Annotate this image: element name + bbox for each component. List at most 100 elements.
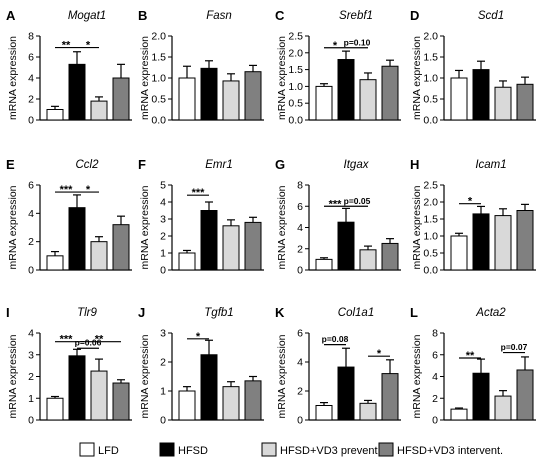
y-axis-label: mRNA expression [7,36,19,120]
bar [516,369,534,421]
bar [68,355,86,421]
bar [68,207,86,271]
panel-label: L [410,305,418,320]
significance-label: p=0.07 [501,342,528,352]
y-tick-label: 0.5 [423,94,438,106]
significance-label: * [333,40,338,52]
bar [46,255,64,271]
bar [472,213,490,271]
y-tick-label: 0 [297,265,303,277]
panel-g: G Itgax mRNA expression 0 2 4 6 8 *** p=0.05 [275,157,401,277]
panel-k: K Col1a1 mRNA expression 0 2 4 6 p=0.08 * [275,305,401,427]
significance-label: * [468,196,473,208]
panel-label: B [138,8,147,23]
bar [381,373,399,421]
panel-label: E [6,157,15,172]
bar [494,86,512,121]
y-tick-label: 0.0 [423,115,438,127]
y-tick-label: 4 [432,371,438,383]
legend-swatch [261,442,277,457]
y-tick-label: 2.0 [423,197,438,209]
panel-label: A [6,8,16,23]
y-tick-label: 8 [28,31,34,43]
y-tick-label: 2 [160,357,166,369]
y-tick-label: 2 [297,386,303,398]
y-tick-label: 4 [297,222,303,234]
y-tick-label: 2 [28,371,34,383]
y-axis-label: mRNA expression [139,185,151,269]
y-tick-label: 0.5 [288,98,303,110]
bar [112,77,130,121]
panel-title: Emr1 [205,159,232,171]
y-tick-label: 3 [160,214,166,226]
panel-label: C [275,8,285,23]
y-tick-label: 1.5 [423,52,438,64]
bar [494,395,512,421]
bar [244,221,262,271]
y-tick-label: 3 [28,349,34,361]
y-tick-label: 8 [297,180,303,192]
y-tick-label: 4 [28,73,34,85]
panel-title: Mogat1 [68,10,106,22]
panel-label: K [275,305,285,320]
y-tick-label: 0 [28,265,34,277]
bar [472,69,490,121]
panel-title: Itgax [344,159,370,171]
bar [178,252,196,271]
y-tick-label: 4 [28,328,34,340]
y-axis-label: mRNA expression [276,36,288,120]
panel-title: Srebf1 [339,10,373,22]
panel-title: Ccl2 [75,159,99,171]
y-tick-label: 0.5 [423,248,438,260]
bar [90,100,108,121]
panel-title: Fasn [206,10,232,22]
y-axis-label: mRNA expression [276,185,288,269]
significance-label: *** [60,334,74,346]
bar [315,258,333,271]
legend-label: HFSD [178,445,208,457]
y-tick-label: 2 [28,236,34,248]
panel-label: I [6,305,10,320]
panel-label: F [138,157,146,172]
significance-label: ** [95,334,104,346]
significance-label: p=0.10 [344,37,371,47]
significance-label: *** [192,187,206,199]
y-tick-label: 2.0 [288,47,303,59]
significance-label: p=0.08 [322,334,349,344]
legend-label: HFSD+VD3 intervent. [397,445,503,457]
significance-label: * [196,331,201,343]
y-axis-label: mRNA expression [139,36,151,120]
y-tick-label: 0 [432,415,438,427]
y-axis-label: mRNA expression [411,185,423,269]
y-tick-label: 0 [297,415,303,427]
significance-label: * [86,184,91,196]
bar [450,235,468,271]
bar [68,63,86,121]
panel-l: L Acta2 mRNA expression 0 2 4 6 8 ** p=0.07 [410,305,536,427]
bar [90,241,108,271]
bar [359,79,377,121]
panel-label: G [275,157,285,172]
y-tick-label: 3 [160,328,166,340]
bar [516,210,534,271]
y-axis-label: mRNA expression [7,185,19,269]
bar [46,109,64,121]
significance-label: p=0.05 [344,196,371,206]
significance-label: *** [60,184,74,196]
y-tick-label: 2 [160,231,166,243]
y-tick-label: 0.0 [288,115,303,127]
bar [222,386,240,421]
y-tick-label: 6 [297,328,303,340]
bar [200,67,218,121]
bar [450,77,468,121]
bar [112,224,130,271]
y-tick-label: 2 [297,243,303,255]
y-tick-label: 1.5 [423,214,438,226]
